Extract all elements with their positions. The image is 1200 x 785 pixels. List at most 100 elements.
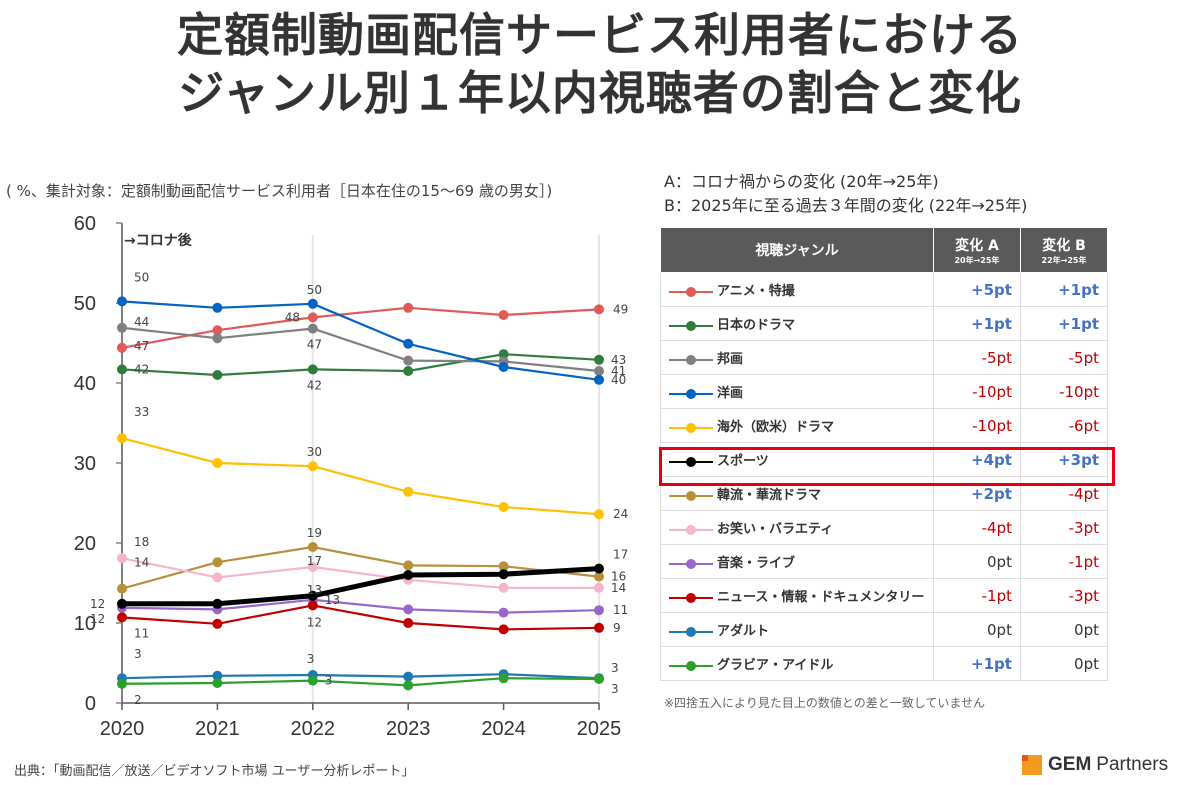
series-line (121, 437, 600, 516)
data-label: 11 (613, 603, 628, 617)
data-point (117, 598, 127, 609)
data-label: 14 (611, 581, 626, 595)
x-tick-label: 2022 (291, 718, 336, 740)
genre-label: スポーツ (717, 454, 769, 469)
change-a-cell: -10pt (932, 374, 1021, 409)
data-point (117, 364, 127, 375)
data-point (403, 302, 414, 313)
data-point (498, 362, 509, 372)
data-point (212, 670, 223, 681)
change-a-cell: +1pt (932, 306, 1021, 341)
genre-cell: ニュース・情報・ドキュメンタリー (660, 578, 934, 613)
x-tick-label: 2021 (195, 718, 240, 740)
change-b-cell: +3pt (1019, 442, 1109, 477)
genre-label: アダルト (717, 624, 770, 639)
data-label: 24 (613, 507, 628, 521)
note-a: A：コロナ禍からの変化 (20年→25年) (664, 172, 939, 191)
data-label: 47 (134, 339, 149, 353)
genre-cell: アダルト (660, 612, 934, 647)
data-point (403, 604, 414, 615)
genre-label: 邦画 (717, 352, 744, 367)
legend-marker-icon (669, 320, 713, 331)
data-label: 13 (325, 593, 340, 607)
data-point (307, 364, 318, 375)
table-row: スポーツ +4pt +3pt (660, 442, 1109, 477)
data-label: 11 (134, 626, 149, 640)
series-line (122, 566, 600, 607)
data-point (307, 562, 318, 572)
genre-cell: 洋画 (660, 374, 934, 409)
logo-text-bold: GEM (1048, 754, 1092, 775)
data-point (594, 674, 604, 684)
header-change-a: 変化 A 20年→25年 (932, 227, 1021, 273)
change-a-cell: +2pt (932, 476, 1021, 511)
data-point (594, 304, 604, 315)
data-point (212, 458, 223, 468)
legend-marker-icon (669, 490, 713, 501)
data-point (117, 678, 127, 689)
data-point (403, 570, 414, 580)
data-point (594, 374, 604, 385)
data-label: 17 (613, 548, 628, 562)
data-point (117, 583, 127, 594)
data-point (403, 680, 414, 691)
change-b-cell: -6pt (1019, 408, 1109, 443)
y-tick-label: 0 (85, 693, 96, 715)
corona-annotation: →コロナ後 (124, 232, 193, 249)
data-label: 33 (134, 405, 149, 419)
data-point (117, 553, 127, 564)
data-point (498, 502, 509, 512)
data-point (212, 325, 223, 336)
title-line-2: ジャンル別１年以内視聴者の割合と変化 (178, 66, 1022, 120)
genre-cell: グラビア・アイドル (660, 646, 934, 681)
series-line (121, 353, 600, 377)
logo-square-icon (1022, 755, 1042, 775)
legend-marker-icon (669, 558, 713, 569)
change-a-cell: -1pt (932, 578, 1021, 613)
data-label: 12 (90, 612, 105, 626)
genre-label: 韓流・華流ドラマ (717, 488, 822, 503)
data-point (117, 322, 127, 333)
data-label: 44 (134, 315, 149, 329)
header-change-b: 変化 B 22年→25年 (1019, 227, 1109, 273)
header-change-b-label: 変化 B (1042, 237, 1086, 254)
data-point (498, 569, 509, 580)
change-b-cell: -3pt (1019, 510, 1109, 545)
data-point (212, 618, 223, 629)
header-change-a-sub: 20年→25年 (954, 255, 1000, 265)
change-a-cell: +1pt (932, 646, 1021, 681)
rounding-footnote: ※四捨五入により見た目上の数値との差と一致していません (664, 696, 985, 710)
data-point (307, 312, 318, 323)
data-point (498, 624, 509, 635)
series-line (121, 604, 600, 631)
data-label: 3 (611, 661, 619, 675)
data-point (212, 302, 223, 313)
data-point (594, 571, 604, 582)
table-row: グラビア・アイドル +1pt 0pt (660, 646, 1109, 681)
data-point (403, 560, 414, 571)
data-point (403, 355, 414, 366)
genre-label: 洋画 (717, 386, 744, 401)
data-label: 43 (611, 353, 626, 367)
genre-cell: 日本のドラマ (660, 306, 934, 341)
genre-cell: スポーツ (660, 442, 934, 477)
legend-marker-icon (669, 524, 713, 535)
data-point (212, 370, 223, 380)
genre-cell: 音楽・ライブ (660, 544, 934, 579)
change-b-cell: -5pt (1019, 340, 1109, 375)
data-point (498, 349, 509, 360)
legend-marker-icon (669, 354, 713, 365)
y-tick-label: 40 (74, 373, 96, 395)
genre-label: 日本のドラマ (717, 318, 796, 333)
table-row: 日本のドラマ +1pt +1pt (660, 306, 1109, 341)
y-tick-label: 50 (74, 293, 96, 315)
data-point (212, 333, 223, 344)
data-point (117, 342, 127, 353)
data-point (212, 557, 223, 568)
change-b-cell: -10pt (1019, 374, 1109, 409)
title-line-1: 定額制動画配信サービス利用者における (177, 8, 1023, 62)
data-point (403, 338, 414, 349)
data-label: 40 (611, 373, 626, 387)
series-line (121, 300, 600, 381)
change-b-cell: 0pt (1019, 612, 1109, 647)
